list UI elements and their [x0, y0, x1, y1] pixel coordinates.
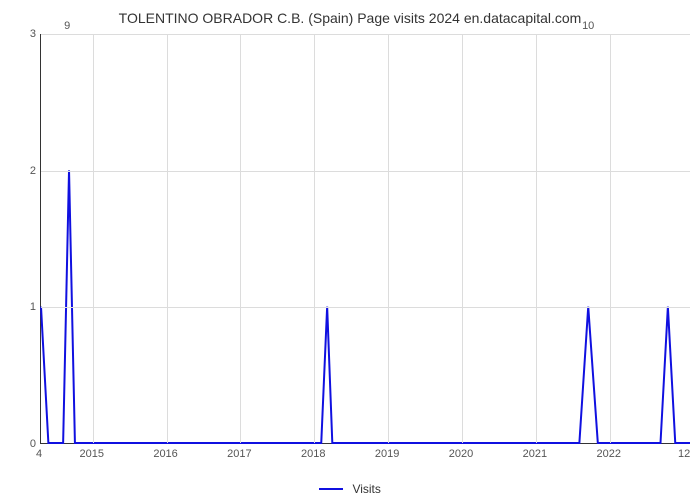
x-tick-label: 2022 — [597, 448, 621, 460]
x-tick-label: 2021 — [523, 448, 547, 460]
chart-line-layer — [41, 34, 690, 443]
gridline-v — [388, 34, 389, 443]
x-tick-label: 2015 — [79, 448, 103, 460]
x-edge-left-label: 4 — [36, 448, 42, 460]
gridline-h — [41, 307, 690, 308]
x-tick-label: 2016 — [153, 448, 177, 460]
legend-label: Visits — [352, 482, 380, 496]
x-tick-label: 2017 — [227, 448, 251, 460]
gridline-v — [610, 34, 611, 443]
gridline-h — [41, 171, 690, 172]
gridline-v — [462, 34, 463, 443]
y-tick-label: 0 — [16, 438, 36, 450]
x-tick-label: 2019 — [375, 448, 399, 460]
y-top-marker-1: 9 — [64, 20, 70, 32]
legend: Visits — [0, 481, 700, 496]
gridline-v — [536, 34, 537, 443]
y-top-marker-2: 10 — [582, 20, 594, 32]
gridline-v — [314, 34, 315, 443]
plot-area — [40, 34, 690, 444]
x-tick-label: 2020 — [449, 448, 473, 460]
y-tick-label: 1 — [16, 301, 36, 313]
legend-swatch — [319, 488, 343, 490]
x-edge-right-label: 12 — [678, 448, 690, 460]
chart-container: TOLENTINO OBRADOR C.B. (Spain) Page visi… — [0, 0, 700, 500]
gridline-h — [41, 34, 690, 35]
x-tick-label: 2018 — [301, 448, 325, 460]
gridline-v — [240, 34, 241, 443]
y-tick-label: 2 — [16, 165, 36, 177]
gridline-v — [93, 34, 94, 443]
gridline-v — [167, 34, 168, 443]
chart-title: TOLENTINO OBRADOR C.B. (Spain) Page visi… — [0, 0, 700, 32]
y-tick-label: 3 — [16, 28, 36, 40]
